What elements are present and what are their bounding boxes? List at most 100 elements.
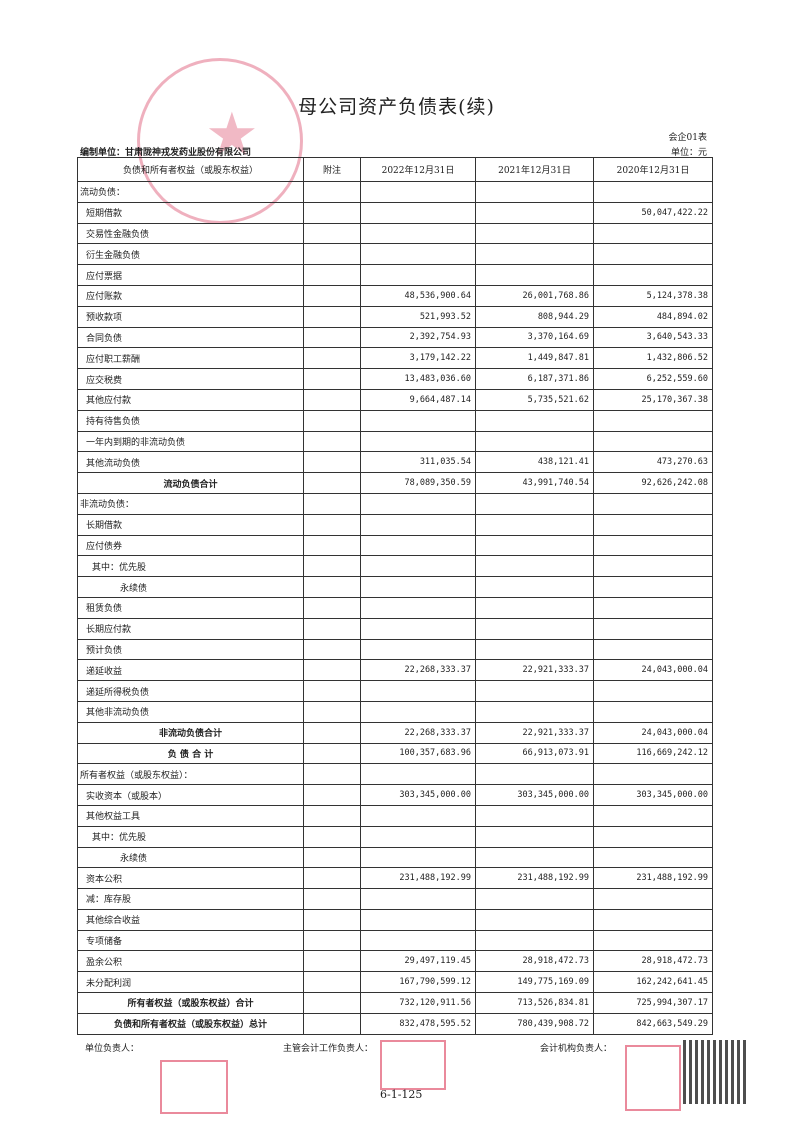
value-2021	[475, 825, 594, 848]
note-cell	[303, 347, 361, 370]
note-cell	[303, 555, 361, 578]
value-2021: 43,991,740.54	[475, 472, 594, 494]
row-label: 其他综合收益	[77, 908, 304, 931]
value-2020	[593, 430, 713, 453]
value-2020: 28,918,472.73	[593, 950, 713, 973]
note-cell	[303, 784, 361, 806]
note-cell	[303, 825, 361, 848]
value-2021	[475, 908, 594, 931]
signature-stamp-2	[380, 1040, 446, 1090]
table-row: 永续债	[77, 576, 713, 598]
value-2020: 484,894.02	[593, 305, 713, 328]
table-row: 永续债	[77, 846, 713, 869]
row-label: 永续债	[77, 846, 304, 869]
row-label: 一年内到期的非流动负债	[77, 430, 304, 453]
value-2021	[475, 596, 594, 619]
table-row: 其他综合收益	[77, 908, 713, 931]
page-number: 6-1-125	[380, 1088, 423, 1101]
value-2022	[360, 409, 476, 432]
value-2021: 5,735,521.62	[475, 388, 594, 411]
row-label: 非流动负债合计	[77, 721, 304, 744]
value-2020: 92,626,242.08	[593, 472, 713, 494]
row-label: 递延收益	[77, 659, 304, 682]
value-2020: 842,663,549.29	[593, 1012, 713, 1035]
value-2020	[593, 555, 713, 578]
value-2021	[475, 680, 594, 702]
value-2022	[360, 576, 476, 598]
row-label: 所有者权益（或股东权益）：	[77, 763, 304, 786]
value-2022	[360, 763, 476, 786]
value-2021	[475, 201, 594, 224]
note-cell	[303, 908, 361, 931]
value-2020	[593, 492, 713, 515]
value-2022	[360, 534, 476, 557]
value-2021	[475, 576, 594, 598]
value-2020	[593, 534, 713, 557]
accounting-head-label: 主管会计工作负责人：	[283, 1044, 374, 1054]
table-row: 短期借款 50,047,422.22	[77, 201, 713, 224]
value-2021: 66,913,073.91	[475, 742, 594, 765]
value-2022: 732,120,911.56	[360, 992, 476, 1014]
value-2020	[593, 888, 713, 910]
value-2020	[593, 222, 713, 245]
note-cell	[303, 680, 361, 702]
row-label: 衍生金融负债	[77, 243, 304, 266]
table-row: 应付职工薪酬 3,179,142.22 1,449,847.81 1,432,806.…	[77, 347, 713, 370]
value-2020: 473,270.63	[593, 451, 713, 474]
note-cell	[303, 576, 361, 598]
row-label: 租赁负债	[77, 596, 304, 619]
value-2021	[475, 534, 594, 557]
agency-head-label: 会计机构负责人：	[540, 1044, 613, 1054]
value-2021	[475, 555, 594, 578]
value-2022	[360, 264, 476, 286]
table-row: 应付票据	[77, 264, 713, 286]
note-cell	[303, 659, 361, 682]
value-2021: 713,526,834.81	[475, 992, 594, 1014]
table-row: 租赁负债	[77, 596, 713, 619]
table-row: 预收款项 521,993.52 808,944.29 484,894.02	[77, 305, 713, 328]
row-label: 预计负债	[77, 638, 304, 661]
value-2022	[360, 908, 476, 931]
table-row: 所有者权益（或股东权益）合计 732,120,911.56 713,526,834.…	[77, 992, 713, 1014]
value-2022: 311,035.54	[360, 451, 476, 474]
table-row: 应付账款 48,536,900.64 26,001,768.86 5,124,378.…	[77, 284, 713, 307]
table-row: 一年内到期的非流动负债	[77, 430, 713, 453]
note-cell	[303, 492, 361, 515]
value-2022	[360, 846, 476, 869]
table-row: 负 债 合 计 100,357,683.96 66,913,073.91 116,66…	[77, 742, 713, 765]
table-row: 流动负债：	[77, 181, 713, 203]
value-2021: 22,921,333.37	[475, 659, 594, 682]
note-cell	[303, 846, 361, 869]
table-row: 未分配利润 167,790,599.12 149,775,169.09 162,242…	[77, 971, 713, 994]
value-2021	[475, 430, 594, 453]
row-label: 盈余公积	[77, 950, 304, 973]
value-2020: 24,043,000.04	[593, 659, 713, 682]
value-2022	[360, 638, 476, 661]
note-cell	[303, 513, 361, 536]
value-2021	[475, 513, 594, 536]
value-2022: 13,483,036.60	[360, 368, 476, 390]
value-2022: 48,536,900.64	[360, 284, 476, 307]
row-label: 应交税费	[77, 368, 304, 390]
row-label: 应付债券	[77, 534, 304, 557]
value-2020	[593, 700, 713, 723]
value-2020	[593, 804, 713, 827]
note-cell	[303, 368, 361, 390]
organization: 编制单位：甘肃陇神戎发药业股份有限公司	[80, 148, 252, 158]
value-2022	[360, 700, 476, 723]
row-label: 实收资本（或股本）	[77, 784, 304, 806]
table-row: 预计负债	[77, 638, 713, 661]
value-2021: 6,187,371.86	[475, 368, 594, 390]
value-2022	[360, 888, 476, 910]
value-2020: 303,345,000.00	[593, 784, 713, 806]
value-2020: 162,242,641.45	[593, 971, 713, 994]
value-2021: 1,449,847.81	[475, 347, 594, 370]
note-cell	[303, 992, 361, 1014]
note-cell	[303, 222, 361, 245]
note-cell	[303, 950, 361, 973]
note-cell	[303, 388, 361, 411]
value-2021: 3,370,164.69	[475, 326, 594, 349]
row-label: 流动负债：	[77, 181, 304, 203]
table-row: 盈余公积 29,497,119.45 28,918,472.73 28,918,472…	[77, 950, 713, 973]
value-2021	[475, 846, 594, 869]
